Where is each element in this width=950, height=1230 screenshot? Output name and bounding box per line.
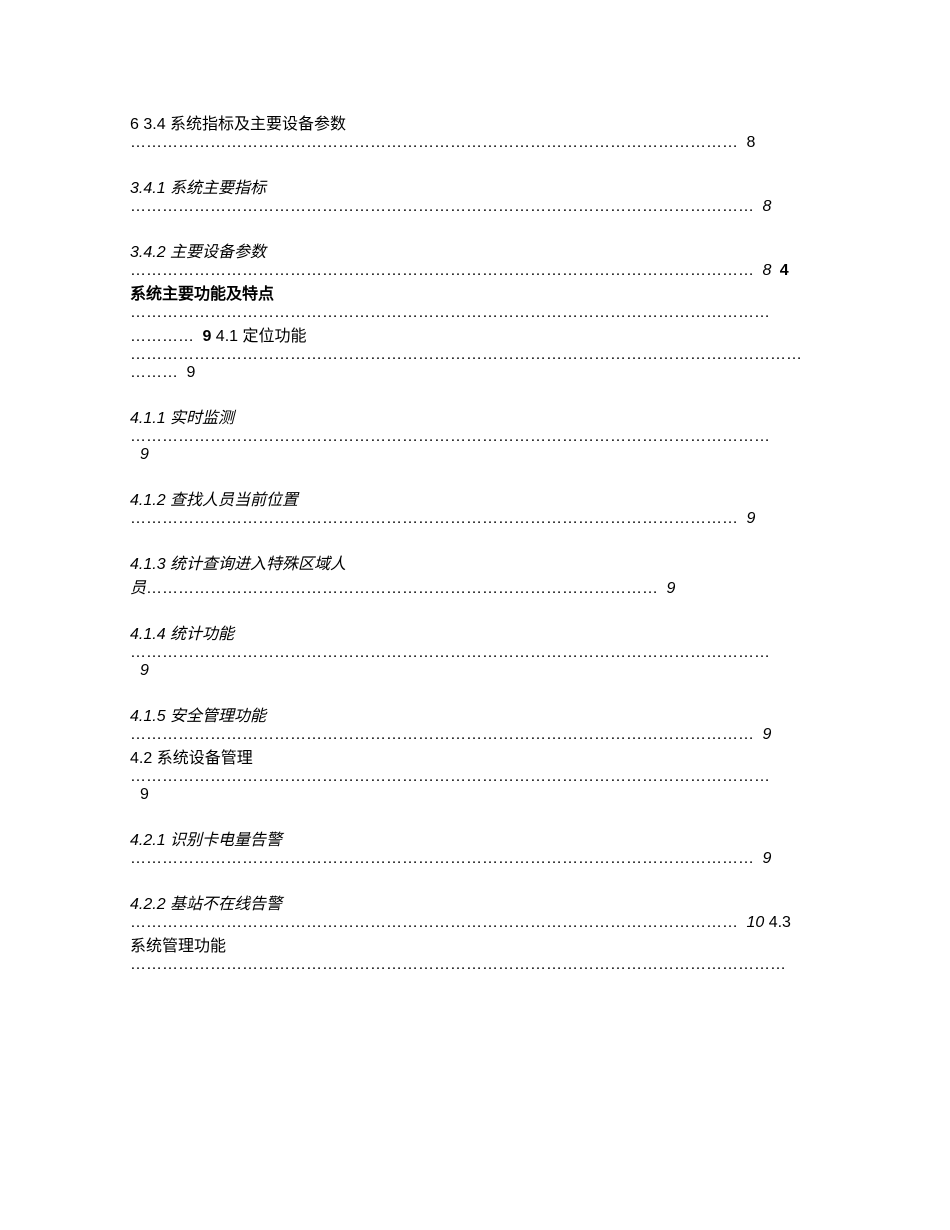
page-number: 9 [758, 726, 771, 743]
entry-number: 4.1.1 [130, 410, 166, 427]
entry-title: 统计查询进入特殊区域人 [166, 556, 346, 573]
dots: ………………………………………………………………………………………………………… [130, 428, 770, 445]
dots: …………………………………………………………………………………………………………… [130, 956, 786, 973]
dots: …………………………………………………………………………………… [146, 580, 658, 597]
page-number: 10 [742, 914, 764, 931]
dots: ……………………………………………………………………………………………………… [130, 850, 754, 867]
entry-title: 系统管理功能 [130, 938, 226, 955]
entry-number: 4.2.1 [130, 832, 166, 849]
entry-title-cont: 员 [130, 580, 146, 597]
dots: ………… [130, 328, 194, 345]
dots: ……………………………………………………………………………………………………… [130, 198, 754, 215]
entry-number: 4.1.3 [130, 556, 166, 573]
dots: ……… [130, 364, 178, 381]
entry-title: 基站不在线告警 [166, 896, 282, 913]
dots: …………………………………………………………………………………………………… [130, 510, 738, 527]
page-number: 9 [140, 786, 149, 803]
page-number: 9 [758, 850, 771, 867]
toc-entry: 4.1.2 查找人员当前位置 …………………………………………………………………… [130, 486, 835, 528]
toc-entry: 4.1.4 统计功能 ……………………………………………………………………………… [130, 620, 835, 680]
toc-entry: 4.2.1 识别卡电量告警 ……………………………………………………………………… [130, 826, 835, 868]
entry-number: 4.2 [130, 750, 152, 767]
entry-number: 4.1.4 [130, 626, 166, 643]
toc-entry-group: 4.1.5 安全管理功能 ………………………………………………………………………… [130, 702, 835, 804]
entry-number: 4.2.2 [130, 896, 166, 913]
toc-entry-group: 3.4.2 主要设备参数 ………………………………………………………………………… [130, 238, 835, 382]
toc-container: 6 3.4 系统指标及主要设备参数 …………………………………………………………… [130, 110, 835, 974]
toc-entry: 4.1.3 统计查询进入特殊区域人 员………………………………………………………… [130, 550, 835, 598]
entry-number: 3.4 [143, 116, 165, 133]
dots: ………………………………………………………………………………………………………… [130, 304, 770, 321]
entry-title: 安全管理功能 [166, 708, 266, 725]
entry-suffix: 4.3 [764, 914, 791, 931]
dots: ……………………………………………………………………………………………………… [130, 726, 754, 743]
page-number: 8 [758, 198, 771, 215]
entry-title: 主要设备参数 [166, 244, 266, 261]
entry-number: 4.1.5 [130, 708, 166, 725]
entry-number: 3.4.1 [130, 180, 166, 197]
page-number: 9 [182, 364, 195, 381]
page-number: 8 [742, 134, 755, 151]
entry-prefix: 6 [130, 116, 143, 133]
page-number: 9 [742, 510, 755, 527]
toc-entry: 3.4.1 系统主要指标 ………………………………………………………………………… [130, 174, 835, 216]
entry-title: 系统主要功能及特点 [130, 286, 274, 303]
entry-title: 系统设备管理 [152, 750, 252, 767]
dots: …………………………………………………………………………………………………… [130, 914, 738, 931]
entry-title: 实时监测 [166, 410, 234, 427]
toc-entry: 6 3.4 系统指标及主要设备参数 …………………………………………………………… [130, 110, 835, 152]
page-number: 8 [758, 262, 771, 279]
entry-number: 4.1 [211, 328, 238, 345]
page-number: 9 [140, 446, 149, 463]
dots: …………………………………………………………………………………………………… [130, 134, 738, 151]
toc-entry-group: 4.2.2 基站不在线告警 ……………………………………………………………………… [130, 890, 835, 974]
page-number: 9 [198, 328, 211, 345]
entry-title: 系统主要指标 [166, 180, 266, 197]
entry-number: 4.1.2 [130, 492, 166, 509]
entry-title: 系统指标及主要设备参数 [166, 116, 346, 133]
entry-title: 定位功能 [238, 328, 306, 345]
entry-title: 统计功能 [166, 626, 234, 643]
dots: ……………………………………………………………………………………………………… [130, 262, 754, 279]
entry-suffix: 4 [775, 262, 788, 279]
entry-title: 识别卡电量告警 [166, 832, 282, 849]
page-number: 9 [662, 580, 675, 597]
entry-title: 查找人员当前位置 [166, 492, 298, 509]
page-number: 9 [140, 662, 149, 679]
dots: …………………………………………………………………………………………………………… [130, 346, 802, 363]
dots: ………………………………………………………………………………………………………… [130, 768, 770, 785]
dots: ………………………………………………………………………………………………………… [130, 644, 770, 661]
toc-entry: 4.1.1 实时监测 ……………………………………………………………………………… [130, 404, 835, 464]
entry-number: 3.4.2 [130, 244, 166, 261]
